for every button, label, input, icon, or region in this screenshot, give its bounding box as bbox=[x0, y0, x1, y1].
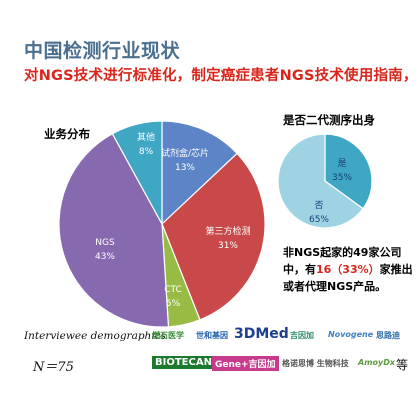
etc-mark: 等 bbox=[396, 358, 409, 372]
note-line-3: 或者代理NGS产品。 bbox=[283, 280, 387, 293]
logo-geneplus: Gene+吉因加 bbox=[212, 356, 279, 371]
pie2-slice-0 bbox=[324, 133, 373, 210]
sample-size: N＝75 bbox=[33, 360, 74, 375]
logo-novogene: Novogene bbox=[328, 330, 374, 339]
pie1-label-1: 第三方检测 bbox=[205, 225, 250, 237]
page-subtitle: 对NGS技术进行标准化，制定癌症患者NGS技术使用指南， bbox=[24, 68, 418, 84]
logo-biotecan: BIOTECAN bbox=[152, 356, 215, 369]
logo-burning-rock: 燃石医学 bbox=[152, 331, 184, 340]
pie2-label-1: 否 bbox=[314, 200, 323, 211]
logo-genetron: 吉因加 bbox=[290, 331, 314, 340]
note-highlight: 16（33%） bbox=[316, 263, 380, 276]
pie1-slice-4 bbox=[111, 120, 163, 225]
pie1-title: 业务分布 bbox=[44, 127, 90, 141]
pie1-slice-1 bbox=[161, 152, 266, 321]
pie1-label-4: 其他 bbox=[137, 131, 155, 143]
ngs-note-box: 非NGS起家的49家公司 中，有16（33%）家推出 或者代理NGS产品。 bbox=[283, 244, 415, 295]
company-logos: 燃石医学 世和基因 3DMed 吉因加 Novogene 思路迪 BIOTECA… bbox=[150, 326, 412, 378]
logo-genotool: 格诺思博 生物科技 bbox=[282, 359, 349, 368]
pie1-label-3: NGS bbox=[95, 238, 115, 248]
pie1-label-0: 试剂盒/芯片 bbox=[161, 147, 209, 159]
logo-amoydx: AmoyDx bbox=[358, 358, 396, 367]
pie1-label-2: CTC bbox=[164, 285, 182, 295]
pie1-value-1: 31% bbox=[218, 241, 238, 251]
note-line-2: 中，有16（33%）家推出 bbox=[283, 263, 413, 276]
pie1-value-3: 43% bbox=[95, 252, 115, 262]
logo-3dmed: 3DMed bbox=[234, 326, 289, 342]
pie2-value-1: 65% bbox=[309, 215, 329, 225]
pie1-slice-0 bbox=[161, 120, 238, 226]
pie2-label-0: 是 bbox=[337, 158, 346, 169]
note-line-1: 非NGS起家的49家公司 bbox=[283, 246, 402, 259]
pie2-slice-1 bbox=[277, 133, 364, 229]
pie1-value-2: 5% bbox=[166, 299, 181, 309]
page-title: 中国检测行业现状 bbox=[24, 40, 181, 62]
interviewee-label: Interviewee demographics bbox=[24, 330, 166, 342]
pie1-value-0: 13% bbox=[175, 163, 195, 173]
pie1-value-4: 8% bbox=[139, 147, 154, 157]
logo-simceredx: 思路迪 bbox=[376, 331, 400, 340]
logo-geneseeq: 世和基因 bbox=[196, 331, 228, 340]
pie2-title: 是否二代测序出身 bbox=[283, 113, 375, 127]
pie2-value-0: 35% bbox=[332, 173, 352, 183]
pie1-slice-3 bbox=[58, 132, 170, 328]
